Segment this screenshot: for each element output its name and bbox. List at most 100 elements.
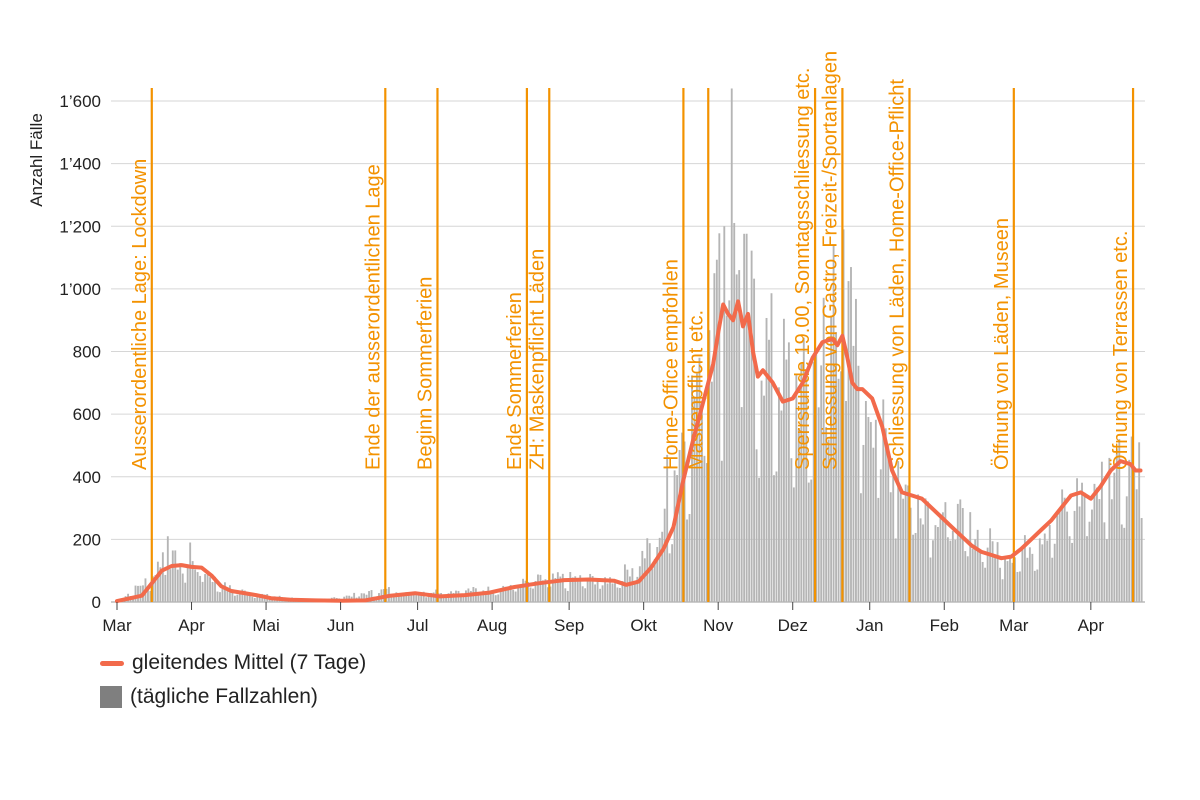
daily-bar [1110, 499, 1113, 602]
daily-bar [233, 595, 236, 602]
daily-bar [1053, 543, 1056, 602]
daily-bar [169, 569, 172, 602]
daily-bar [576, 579, 579, 602]
daily-bar [763, 395, 765, 602]
daily-bar [1028, 547, 1031, 602]
daily-bar [621, 581, 624, 602]
daily-bar [529, 587, 532, 602]
daily-bar [1113, 472, 1116, 602]
daily-bar [991, 541, 994, 602]
daily-bar [691, 375, 693, 602]
daily-bar [211, 581, 214, 602]
daily-bar [1026, 557, 1029, 602]
daily-bar [248, 593, 251, 602]
daily-bar [415, 592, 418, 602]
daily-bar [430, 592, 433, 602]
daily-bar [1021, 549, 1024, 602]
daily-bar [1048, 525, 1051, 602]
daily-bar [830, 316, 833, 602]
daily-bar [902, 498, 905, 602]
daily-bar [561, 573, 564, 602]
event-label: Ausserordentliche Lage: Lockdown [129, 159, 151, 470]
daily-bar [253, 597, 256, 602]
daily-bar [201, 581, 204, 602]
x-tick-label: Dez [778, 616, 808, 635]
daily-bar [594, 584, 597, 602]
daily-bar [1016, 571, 1019, 602]
daily-bar [989, 528, 992, 602]
daily-bar [966, 556, 969, 602]
daily-bar [574, 576, 577, 602]
daily-bar [174, 550, 177, 602]
daily-bar [256, 595, 259, 602]
daily-bar [1036, 569, 1039, 602]
daily-bar [1130, 436, 1133, 602]
daily-bar [907, 485, 910, 602]
daily-bar [599, 588, 602, 602]
daily-bar [703, 455, 706, 602]
daily-bar [564, 588, 567, 602]
x-tick-label: Feb [930, 616, 959, 635]
daily-bar [549, 586, 552, 602]
daily-bar [1135, 489, 1138, 602]
daily-bar [534, 580, 537, 602]
daily-bar [944, 502, 947, 602]
daily-bar [524, 580, 527, 602]
x-tick-label: Mai [252, 616, 279, 635]
daily-bar [519, 587, 522, 602]
daily-bar [228, 585, 231, 602]
daily-bar [1076, 478, 1078, 602]
daily-bar [815, 354, 818, 602]
daily-bar [715, 259, 718, 602]
daily-bar [139, 585, 142, 602]
daily-bar [1023, 535, 1026, 602]
daily-bar [241, 589, 244, 602]
daily-bar [556, 572, 559, 602]
daily-bar [946, 537, 949, 602]
daily-bar [986, 547, 989, 602]
event-label: Öffnung von Terrassen etc. [1110, 231, 1132, 470]
daily-bar [701, 406, 703, 602]
daily-bar [1073, 510, 1076, 602]
daily-bar [236, 594, 239, 602]
daily-bar [653, 559, 656, 602]
daily-bar [971, 548, 974, 602]
daily-bar [730, 88, 733, 603]
daily-bar [1001, 579, 1004, 602]
event-label: Schliessung von Läden, Home-Office-Pflic… [886, 79, 908, 470]
daily-bar [994, 556, 997, 602]
daily-bar [512, 589, 515, 602]
daily-bar [845, 400, 847, 602]
daily-bar [800, 364, 803, 602]
daily-bar [527, 581, 529, 602]
daily-bar [196, 572, 199, 602]
daily-bar [522, 578, 524, 602]
daily-bar [790, 458, 793, 602]
event-lines: Ausserordentliche Lage: Lockdown Ende der… [129, 51, 1135, 602]
daily-bar [507, 586, 510, 602]
daily-bar [1004, 557, 1006, 602]
daily-bar [797, 428, 800, 602]
daily-bar [914, 532, 917, 602]
daily-bar [1078, 506, 1081, 602]
daily-bar [214, 576, 216, 602]
daily-bar [792, 487, 795, 602]
daily-bar [219, 592, 221, 602]
daily-bar [514, 591, 517, 602]
daily-bar [147, 587, 149, 602]
daily-bar [949, 540, 952, 602]
x-axis-ticks: Mar Apr Mai Jun Jul Aug Sep Okt Nov Dez Jan Feb Mar A… [102, 602, 1104, 635]
daily-bar [927, 501, 929, 602]
daily-bar [643, 558, 646, 602]
daily-bar [497, 594, 500, 602]
daily-bar [847, 281, 850, 602]
daily-bar [840, 371, 842, 602]
daily-bar [1105, 539, 1108, 602]
bar-swatch-icon [100, 686, 122, 708]
daily-bar [231, 589, 234, 602]
daily-bar [750, 250, 753, 602]
daily-bar [604, 577, 606, 602]
daily-bar [924, 498, 927, 602]
daily-bar [686, 519, 688, 602]
